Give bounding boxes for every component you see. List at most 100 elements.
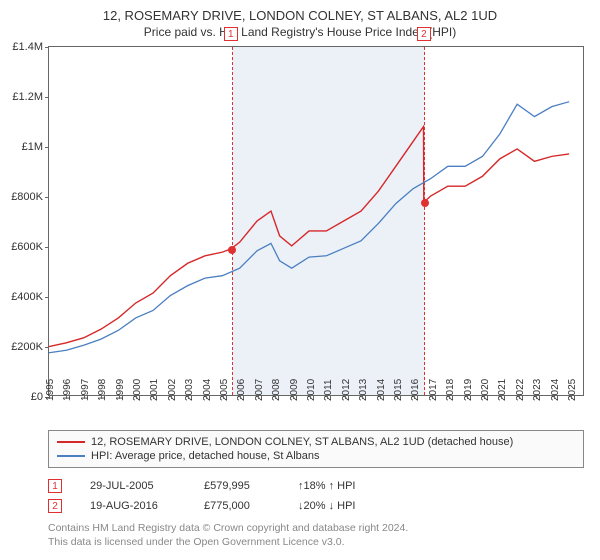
x-axis-tick-mark bbox=[188, 395, 189, 399]
legend: 12, ROSEMARY DRIVE, LONDON COLNEY, ST AL… bbox=[48, 430, 584, 468]
x-axis-tick-label: 2021 bbox=[497, 379, 508, 401]
x-axis-tick-label: 2012 bbox=[341, 379, 352, 401]
x-axis-tick-mark bbox=[49, 395, 50, 399]
y-axis-tick-mark bbox=[45, 47, 49, 48]
legend-label: 12, ROSEMARY DRIVE, LONDON COLNEY, ST AL… bbox=[91, 436, 513, 448]
y-axis-tick-mark bbox=[45, 197, 49, 198]
x-axis-tick-label: 2005 bbox=[219, 379, 230, 401]
x-axis-tick-label: 2017 bbox=[428, 379, 439, 401]
y-axis-tick-mark bbox=[45, 297, 49, 298]
x-axis-tick-mark bbox=[414, 395, 415, 399]
x-axis-tick-label: 1997 bbox=[80, 379, 91, 401]
x-axis-tick-mark bbox=[258, 395, 259, 399]
x-axis-tick-label: 2010 bbox=[306, 379, 317, 401]
sale-date: 29-JUL-2005 bbox=[90, 480, 180, 492]
x-axis-tick-label: 2022 bbox=[515, 379, 526, 401]
x-axis-tick-label: 2006 bbox=[236, 379, 247, 401]
sale-row: 2 19-AUG-2016 £775,000 20% ↓ HPI bbox=[48, 496, 388, 516]
y-axis-tick-label: £200K bbox=[11, 341, 43, 353]
x-axis-tick-mark bbox=[345, 395, 346, 399]
x-axis-tick-label: 2016 bbox=[410, 379, 421, 401]
attribution-line: Contains HM Land Registry data © Crown c… bbox=[48, 522, 408, 536]
chart-plot-area: £0£200K£400K£600K£800K£1M£1.2M£1.4M19951… bbox=[48, 46, 584, 396]
y-axis-tick-label: £0 bbox=[31, 391, 43, 403]
x-axis-tick-mark bbox=[206, 395, 207, 399]
y-axis-tick-label: £1.2M bbox=[12, 91, 43, 103]
x-axis-tick-label: 2007 bbox=[254, 379, 265, 401]
x-axis-tick-mark bbox=[240, 395, 241, 399]
y-axis-tick-label: £1M bbox=[22, 141, 43, 153]
legend-row: HPI: Average price, detached house, St A… bbox=[57, 449, 575, 463]
legend-swatch bbox=[57, 455, 85, 457]
x-axis-tick-mark bbox=[362, 395, 363, 399]
attribution: Contains HM Land Registry data © Crown c… bbox=[48, 522, 408, 549]
title-block: 12, ROSEMARY DRIVE, LONDON COLNEY, ST AL… bbox=[0, 0, 600, 39]
x-axis-tick-mark bbox=[397, 395, 398, 399]
y-axis-tick-label: £800K bbox=[11, 191, 43, 203]
x-axis-tick-label: 2018 bbox=[445, 379, 456, 401]
sale-diff: 20% ↓ HPI bbox=[298, 500, 388, 512]
sales-table: 129-JUL-2005£579,99518% ↑ HPI219-AUG-201… bbox=[48, 476, 388, 516]
attribution-line: This data is licensed under the Open Gov… bbox=[48, 536, 408, 550]
y-axis-tick-label: £400K bbox=[11, 291, 43, 303]
y-axis-tick-mark bbox=[45, 347, 49, 348]
x-axis-tick-label: 2013 bbox=[358, 379, 369, 401]
series-line bbox=[49, 127, 569, 347]
x-axis-tick-mark bbox=[153, 395, 154, 399]
x-axis-tick-mark bbox=[327, 395, 328, 399]
x-axis-tick-mark bbox=[223, 395, 224, 399]
sale-date: 19-AUG-2016 bbox=[90, 500, 180, 512]
chart-svg bbox=[49, 47, 583, 395]
sale-diff: 18% ↑ HPI bbox=[298, 480, 388, 492]
sale-price: £579,995 bbox=[204, 480, 274, 492]
sale-marker-dot bbox=[421, 199, 429, 207]
y-axis-tick-mark bbox=[45, 147, 49, 148]
x-axis-tick-label: 2004 bbox=[202, 379, 213, 401]
x-axis-tick-mark bbox=[467, 395, 468, 399]
x-axis-tick-mark bbox=[501, 395, 502, 399]
x-axis-tick-label: 2008 bbox=[271, 379, 282, 401]
x-axis-tick-label: 2001 bbox=[149, 379, 160, 401]
y-axis-tick-mark bbox=[45, 247, 49, 248]
x-axis-tick-mark bbox=[171, 395, 172, 399]
x-axis-tick-mark bbox=[66, 395, 67, 399]
x-axis-tick-label: 2011 bbox=[323, 379, 334, 401]
x-axis-tick-mark bbox=[484, 395, 485, 399]
x-axis-tick-mark bbox=[119, 395, 120, 399]
chart-container: 12, ROSEMARY DRIVE, LONDON COLNEY, ST AL… bbox=[0, 0, 600, 560]
x-axis-tick-label: 2002 bbox=[167, 379, 178, 401]
x-axis-tick-mark bbox=[449, 395, 450, 399]
x-axis-tick-label: 2023 bbox=[532, 379, 543, 401]
x-axis-tick-mark bbox=[101, 395, 102, 399]
x-axis-tick-label: 2009 bbox=[289, 379, 300, 401]
x-axis-tick-mark bbox=[84, 395, 85, 399]
series-line bbox=[49, 102, 569, 353]
x-axis-tick-mark bbox=[519, 395, 520, 399]
y-axis-tick-mark bbox=[45, 97, 49, 98]
y-axis-tick-label: £600K bbox=[11, 241, 43, 253]
x-axis-tick-mark bbox=[554, 395, 555, 399]
legend-swatch bbox=[57, 441, 85, 443]
sale-marker-box: 1 bbox=[224, 27, 238, 41]
x-axis-tick-label: 2024 bbox=[550, 379, 561, 401]
x-axis-tick-label: 1995 bbox=[45, 379, 56, 401]
x-axis-tick-label: 2020 bbox=[480, 379, 491, 401]
legend-row: 12, ROSEMARY DRIVE, LONDON COLNEY, ST AL… bbox=[57, 435, 575, 449]
sale-marker-dot bbox=[228, 246, 236, 254]
x-axis-tick-label: 1996 bbox=[62, 379, 73, 401]
x-axis-tick-label: 2014 bbox=[376, 379, 387, 401]
x-axis-tick-mark bbox=[310, 395, 311, 399]
x-axis-tick-label: 1998 bbox=[97, 379, 108, 401]
sale-row: 129-JUL-2005£579,99518% ↑ HPI bbox=[48, 476, 388, 496]
x-axis-tick-mark bbox=[536, 395, 537, 399]
x-axis-tick-mark bbox=[136, 395, 137, 399]
chart-subtitle: Price paid vs. HM Land Registry's House … bbox=[0, 25, 600, 39]
sale-price: £775,000 bbox=[204, 500, 274, 512]
x-axis-tick-label: 2019 bbox=[463, 379, 474, 401]
x-axis-tick-mark bbox=[380, 395, 381, 399]
x-axis-tick-mark bbox=[432, 395, 433, 399]
x-axis-tick-mark bbox=[571, 395, 572, 399]
sale-row-marker: 2 bbox=[48, 499, 62, 513]
x-axis-tick-label: 2000 bbox=[132, 379, 143, 401]
sale-marker-box: 2 bbox=[417, 27, 431, 41]
